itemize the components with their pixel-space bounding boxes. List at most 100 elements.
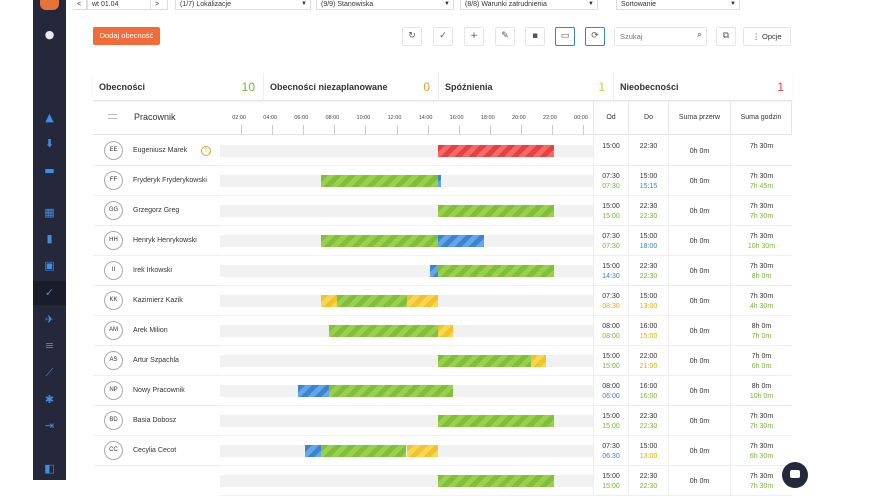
actual-value: 22:30 <box>639 483 658 490</box>
shift-segment[interactable] <box>406 445 438 457</box>
shift-segment[interactable] <box>328 385 454 397</box>
add-attendance-button[interactable]: Dodaj obecność <box>93 27 160 45</box>
calendar-icon[interactable]: ▣ <box>44 259 55 272</box>
shift-segment[interactable] <box>437 475 555 487</box>
history-button[interactable]: ↻ <box>402 27 422 46</box>
timeline-row <box>220 196 593 226</box>
shift-segment[interactable] <box>321 445 407 457</box>
shift-segment[interactable] <box>305 445 321 457</box>
options-button[interactable]: ⋮ Opcje <box>743 27 791 46</box>
employee-row[interactable]: AS Artur Szpachla <box>93 346 220 376</box>
shift-segment[interactable] <box>321 295 337 307</box>
shift-segment[interactable] <box>321 175 438 187</box>
shift-segment[interactable] <box>297 385 329 397</box>
date-display[interactable]: wt 01.04 <box>87 0 151 10</box>
warning-icon[interactable]: ! <box>201 146 211 156</box>
employee-name[interactable]: Fryderyk Fryderykowski <box>133 177 207 184</box>
od-cell: 15:00 15:00 <box>593 346 628 376</box>
actual-value: 13:00 <box>639 453 658 460</box>
sort-select[interactable]: Sortowanie ▼ <box>616 0 740 10</box>
copy-button[interactable]: ⧉ <box>716 27 736 46</box>
delete-button[interactable]: ▪ <box>525 27 545 46</box>
bell-icon[interactable]: ▲ <box>45 111 54 124</box>
stats-icon[interactable]: ▮ <box>46 232 53 245</box>
employee-name[interactable]: Grzegorz Greg <box>133 207 180 214</box>
employee-name[interactable]: Basia Dobosz <box>133 417 177 424</box>
shift-segment[interactable] <box>437 325 454 337</box>
employee-row[interactable]: FF Fryderyk Fryderykowski <box>93 166 220 196</box>
employee-name[interactable]: Kazimierz Kazik <box>133 297 183 304</box>
locations-filter[interactable]: (1/7) Lokalizacje ▼ <box>175 0 311 10</box>
drag-handle-icon[interactable] <box>108 114 117 119</box>
employee-row[interactable]: CC Cecylia Cecot <box>93 436 220 466</box>
chat-widget[interactable] <box>782 462 808 488</box>
positions-filter[interactable]: (9/9) Stanowiska ▼ <box>316 0 454 10</box>
shift-segment[interactable] <box>437 415 555 427</box>
search-input[interactable] <box>615 28 685 45</box>
sidebar: ● ▲ ⬇ ▬ ▦ ▮ ▣ ✓ ✈ ≡ ⟋ ✱ ⇥ ◧ <box>33 0 66 480</box>
do-cell: 16:00 15:00 <box>628 316 668 346</box>
shift-segment[interactable] <box>328 325 438 337</box>
shift-segment[interactable] <box>437 175 442 187</box>
hours-cell: 7h 30m 10h 30m <box>730 226 792 256</box>
user-icon[interactable]: ● <box>44 28 55 41</box>
planned-value: 22:30 <box>639 473 658 480</box>
employee-row[interactable]: KK Kazimierz Kazik <box>93 286 220 316</box>
shift-segment[interactable] <box>437 235 485 247</box>
panel-toggle-icon[interactable]: ◧ <box>44 462 55 475</box>
employee-row[interactable]: AM Arek Milion <box>93 316 220 346</box>
od-cell: 07:30 07:30 <box>593 166 628 196</box>
employee-name[interactable]: Arek Milion <box>133 327 168 334</box>
breaks-cell: 0h 0m <box>668 466 730 496</box>
employee-row[interactable]: BD Basia Dobosz <box>93 406 220 436</box>
edit-button[interactable]: ✎ <box>495 27 515 46</box>
gear-icon[interactable]: ✱ <box>44 393 55 406</box>
employee-name[interactable]: Irek Irkowski <box>133 267 172 274</box>
sync-icon: ⟳ <box>591 31 599 41</box>
search-box[interactable]: ⌕ <box>614 27 707 46</box>
chat-icon[interactable]: ▬ <box>44 164 55 177</box>
employee-row[interactable]: GG Grzegorz Greg <box>93 196 220 226</box>
dashboard-icon[interactable]: ▦ <box>44 206 55 219</box>
employment-filter[interactable]: (8/8) Warunki zatrudnienia ▼ <box>460 0 598 10</box>
attendance-calendar-icon[interactable]: ✓ <box>44 286 55 299</box>
plane-icon[interactable]: ✈ <box>44 313 55 326</box>
shift-segment[interactable] <box>406 295 438 307</box>
employee-row[interactable]: II Irek Irkowski <box>93 256 220 286</box>
stat-value: 0 <box>423 80 430 94</box>
employee-name[interactable]: Nowy Pracownik <box>133 387 185 394</box>
employee-name[interactable]: Cecylia Cecot <box>133 447 177 454</box>
sync-button[interactable]: ⟳ <box>585 27 605 46</box>
prev-day-button[interactable]: < <box>73 0 87 10</box>
planned-value: 7h 30m <box>749 443 774 450</box>
employee-row[interactable]: EE Eugeniusz Marek! <box>93 136 220 166</box>
actual-value: 4h 30m <box>749 303 774 310</box>
next-day-button[interactable]: > <box>151 0 168 10</box>
employee-row[interactable]: HH Henryk Henrykowski <box>93 226 220 256</box>
employee-name[interactable]: Artur Szpachla <box>133 357 179 364</box>
shift-segment[interactable] <box>429 265 438 277</box>
chart-line-icon[interactable]: ⟋ <box>45 366 54 379</box>
clipboard-button[interactable]: ▭ <box>555 27 575 46</box>
employee-row[interactable]: NP Nowy Pracownik <box>93 376 220 406</box>
employee-name[interactable]: Eugeniusz Marek <box>133 147 188 154</box>
planned-value: 7h 30m <box>749 293 774 300</box>
shift-segment[interactable] <box>336 295 407 307</box>
actual-value: 22:30 <box>639 213 658 220</box>
approve-button[interactable]: ✓ <box>433 27 453 46</box>
add-button[interactable]: + <box>464 27 484 46</box>
employee-column-header[interactable]: Pracownik <box>93 101 220 135</box>
breaks-header: Suma przerw <box>668 101 730 135</box>
list-icon[interactable]: ≡ <box>44 339 55 352</box>
shift-segment[interactable] <box>437 145 555 157</box>
chevron-down-icon: ▼ <box>444 1 450 7</box>
logout-icon[interactable]: ⇥ <box>44 419 55 432</box>
shift-segment[interactable] <box>321 235 438 247</box>
actual-value: 15:00 <box>602 483 620 490</box>
download-icon[interactable]: ⬇ <box>44 137 55 150</box>
shift-segment[interactable] <box>437 355 531 367</box>
employee-name[interactable]: Henryk Henrykowski <box>133 237 197 244</box>
shift-segment[interactable] <box>437 205 555 217</box>
shift-segment[interactable] <box>437 265 555 277</box>
shift-segment[interactable] <box>530 355 547 367</box>
